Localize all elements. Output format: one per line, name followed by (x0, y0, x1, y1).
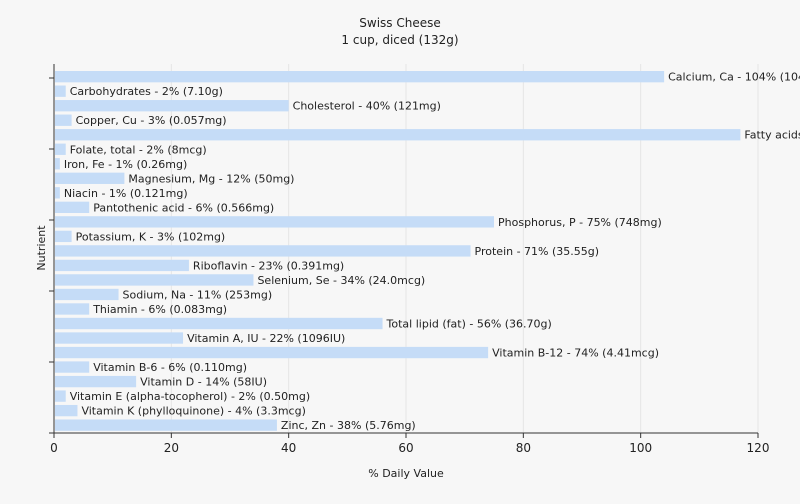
x-tick-label: 120 (747, 441, 770, 455)
bar (55, 303, 90, 315)
bar-label: Sodium, Na - 11% (253mg) (123, 288, 273, 301)
bar-label: Total lipid (fat) - 56% (36.70g) (386, 318, 552, 331)
bar (55, 114, 72, 126)
bar (55, 404, 78, 417)
bar-label: Zinc, Zn - 38% (5.76mg) (281, 419, 416, 432)
bar-label: Vitamin K (phylloquinone) - 4% (3.3mcg) (81, 405, 305, 418)
bar (55, 201, 90, 214)
bar-label: Selenium, Se - 34% (24.0mcg) (257, 274, 425, 287)
bar-label: Vitamin A, IU - 22% (1096IU) (187, 332, 345, 345)
bar (55, 216, 494, 228)
bar (55, 71, 665, 83)
bar-label: Vitamin E (alpha-tocopherol) - 2% (0.50m… (70, 390, 310, 403)
bar (55, 129, 741, 141)
bar-labels: Calcium, Ca - 104% (1044mg) Carbohydrates… (64, 71, 800, 432)
bar-label: Cholesterol - 40% (121mg) (293, 100, 441, 113)
bar (55, 361, 90, 373)
bar-label: Pantothenic acid - 6% (0.566mg) (93, 201, 274, 214)
x-tick-label: 40 (281, 441, 296, 455)
bar (55, 259, 189, 272)
bar (55, 230, 72, 243)
x-tick-label: 80 (516, 441, 531, 455)
bar (55, 245, 471, 257)
bar (55, 317, 383, 330)
bar (55, 288, 119, 301)
x-tick-label: 100 (629, 441, 652, 455)
bar (55, 346, 489, 359)
bar-label: Copper, Cu - 3% (0.057mg) (76, 114, 227, 127)
bar-label: Vitamin D - 14% (58IU) (140, 376, 267, 389)
bar (55, 85, 66, 97)
chart-title: Swiss Cheese (359, 16, 440, 30)
x-tick-label: 60 (398, 441, 413, 455)
bar-label: Thiamin - 6% (0.083mg) (92, 303, 227, 316)
bars (55, 71, 741, 431)
bar (55, 172, 125, 184)
bar (55, 100, 289, 112)
bar-label: Fatty acids, total saturated - 117% (23.… (744, 129, 800, 142)
axes: 0 20 40 60 80 100 120 (49, 64, 769, 455)
bar-label: Magnesium, Mg - 12% (50mg) (128, 172, 294, 185)
bar-label: Phosphorus, P - 75% (748mg) (498, 216, 662, 229)
bar-label: Calcium, Ca - 104% (1044mg) (668, 71, 800, 84)
bar (55, 390, 66, 402)
x-axis-title: % Daily Value (368, 467, 444, 480)
bar (55, 332, 184, 344)
bar-label: Vitamin B-6 - 6% (0.110mg) (93, 361, 247, 374)
bar (55, 143, 66, 155)
bar (55, 419, 277, 431)
bar-label: Vitamin B-12 - 74% (4.41mcg) (492, 347, 659, 360)
bar-label: Riboflavin - 23% (0.391mg) (193, 259, 344, 272)
bar-label: Protein - 71% (35.55g) (475, 245, 600, 258)
bar (55, 158, 60, 170)
bar (55, 274, 254, 286)
bar-label: Iron, Fe - 1% (0.26mg) (64, 158, 187, 171)
chart-subtitle: 1 cup, diced (132g) (341, 33, 458, 47)
x-tick-label: 0 (50, 441, 58, 455)
bar-label: Carbohydrates - 2% (7.10g) (70, 85, 223, 98)
y-axis-title: Nutrient (35, 225, 48, 271)
bar-label: Potassium, K - 3% (102mg) (76, 230, 226, 243)
bar (55, 375, 137, 388)
x-tick-label: 20 (164, 441, 179, 455)
bar-label: Folate, total - 2% (8mcg) (70, 143, 207, 156)
bar-label: Niacin - 1% (0.121mg) (64, 187, 188, 200)
bar (55, 187, 60, 199)
